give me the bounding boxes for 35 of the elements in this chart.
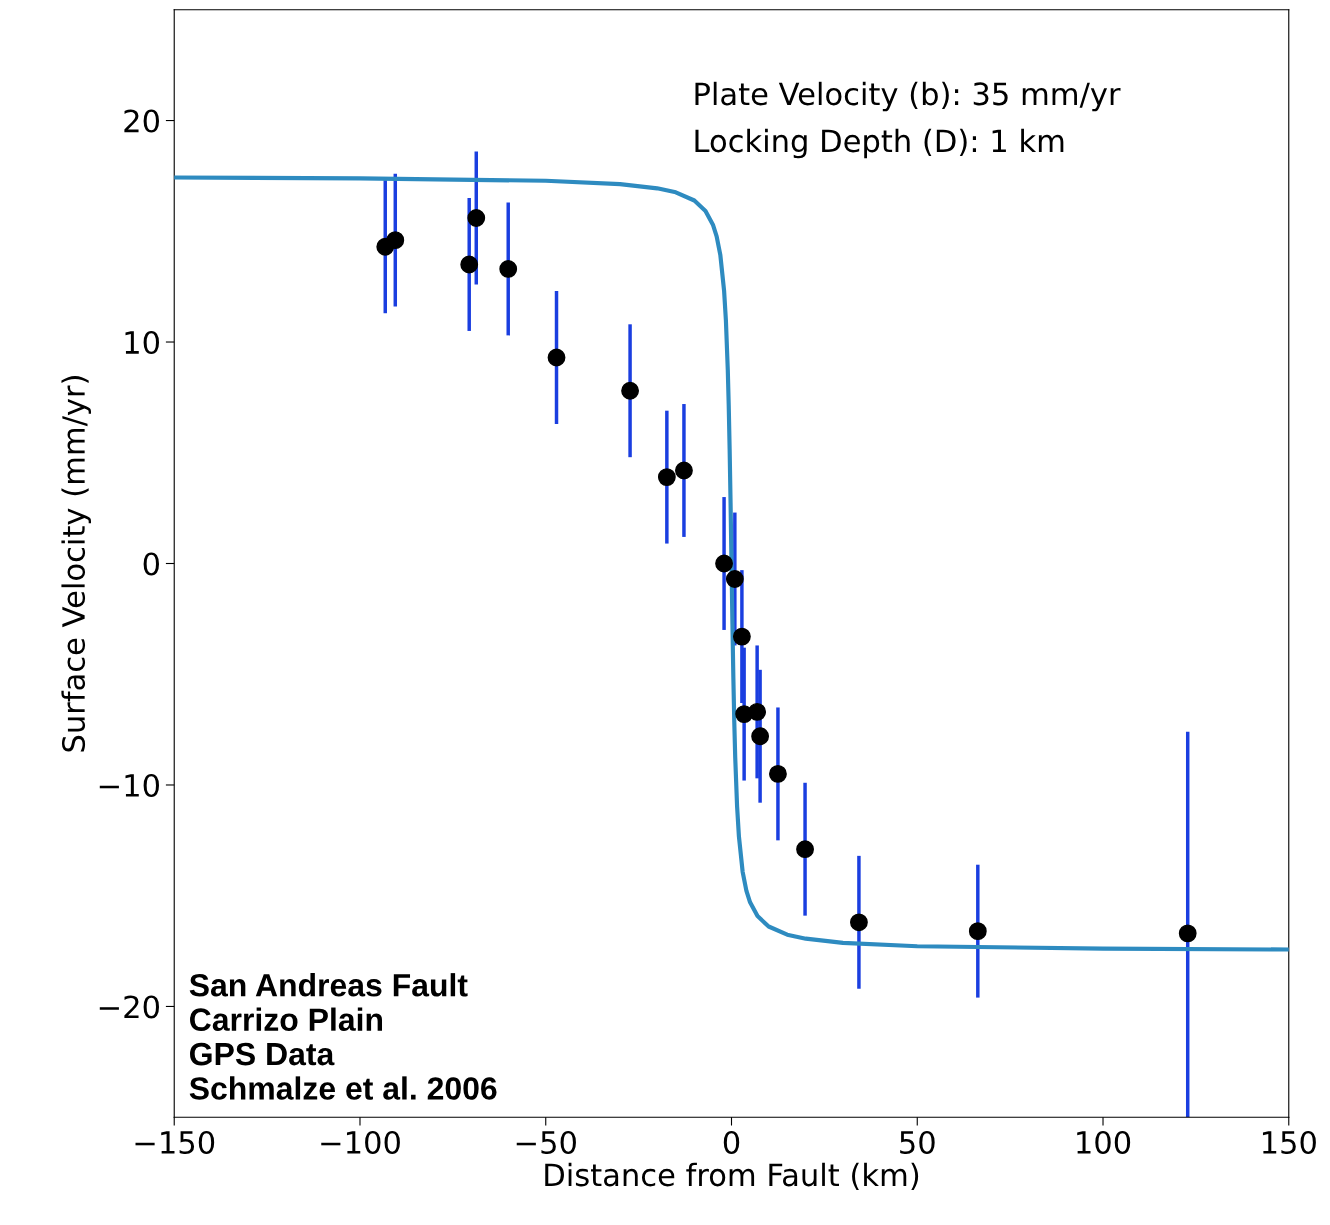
point [732,627,751,646]
point [796,840,814,859]
y-tick-label: 0 [143,552,160,576]
point [748,702,767,721]
point [769,764,787,783]
point [386,231,405,250]
point [1178,924,1197,943]
x-tick-label: −50 [516,1130,576,1155]
x-tick-label: −150 [135,1130,215,1155]
x-tick-label: 100 [1077,1130,1131,1155]
point [499,260,518,278]
point [460,255,479,274]
point [850,913,868,932]
x-tick-label: 150 [1262,1130,1316,1155]
x-tick-label: 50 [900,1130,935,1155]
point [751,727,770,746]
x-tick-label: −100 [321,1130,400,1155]
point [657,468,676,487]
point [547,348,566,367]
x-axis-title: Distance from Fault (km) [545,1162,919,1190]
y-tick-label: 20 [124,109,160,133]
annotation: San Andreas Fault Carrizo Plain GPS Data Schmalze et al. 2006 [189,973,497,1100]
point [715,554,733,573]
line-series [174,175,1289,952]
annotation: Plate Velocity (b): 35 mm/yr Locking Depth (D): 1 km [695,81,1121,159]
y-tick-label: −10 [99,773,159,798]
point [467,209,486,227]
point [675,461,693,480]
y-tick-label: 10 [125,330,160,355]
point [968,922,987,941]
x-tick-label: 0 [723,1130,740,1155]
y-axis-title: Surface Velocity (mm/yr) [61,376,91,752]
point [621,381,639,400]
point [725,570,744,588]
y-tick-label: −20 [99,995,159,1019]
